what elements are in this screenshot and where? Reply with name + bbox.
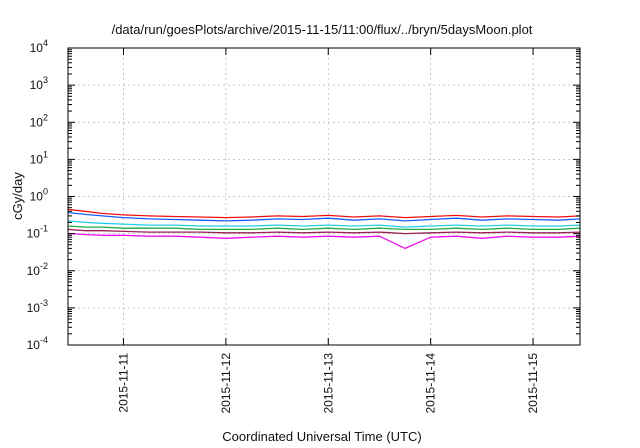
y-axis-label: cGy/day xyxy=(10,172,25,220)
x-tick-label: 2015-11-15 xyxy=(526,353,540,414)
y-tick-label: 10-4 xyxy=(27,335,48,352)
series-line-3 xyxy=(67,220,581,228)
x-tick-label: 2015-11-13 xyxy=(321,353,335,414)
y-tick-exponent: 4 xyxy=(43,38,48,48)
y-tick-label: 10-1 xyxy=(27,224,48,241)
series-line-1 xyxy=(67,208,581,219)
series-line-5 xyxy=(67,228,581,235)
axis-ticks xyxy=(68,47,580,346)
y-tick-exponent: -2 xyxy=(40,261,48,271)
chart-title: /data/run/goesPlots/archive/2015-11-15/1… xyxy=(112,22,533,37)
series-group xyxy=(67,208,581,250)
x-tick-label: 2015-11-12 xyxy=(219,353,233,414)
y-tick-exponent: -1 xyxy=(40,224,48,234)
y-tick-exponent: -4 xyxy=(40,335,48,345)
y-tick-label: 10-3 xyxy=(27,298,48,315)
series-line-6 xyxy=(67,232,581,250)
grid xyxy=(68,48,580,345)
y-tick-label: 104 xyxy=(30,38,48,55)
y-tick-label: 101 xyxy=(30,149,48,166)
y-tick-exponent: 2 xyxy=(43,112,48,122)
y-tick-label: 102 xyxy=(30,112,48,129)
x-tick-label: 2015-11-14 xyxy=(424,353,438,414)
y-tick-exponent: -3 xyxy=(40,298,48,308)
x-tick-labels: 2015-11-11 2015-11-12 2015-11-13 2015-11-14… xyxy=(116,353,540,414)
y-tick-exponent: 0 xyxy=(43,187,48,197)
y-tick-exponent: 1 xyxy=(43,149,48,159)
y-tick-label: 10-2 xyxy=(27,261,48,278)
y-tick-label: 103 xyxy=(30,75,48,92)
series-line-4 xyxy=(67,225,581,231)
y-tick-exponent: 3 xyxy=(43,75,48,85)
x-axis-label: Coordinated Universal Time (UTC) xyxy=(222,429,421,444)
series-line-2 xyxy=(67,211,581,222)
x-tick-label: 2015-11-11 xyxy=(116,353,130,413)
y-tick-label: 100 xyxy=(30,187,48,204)
